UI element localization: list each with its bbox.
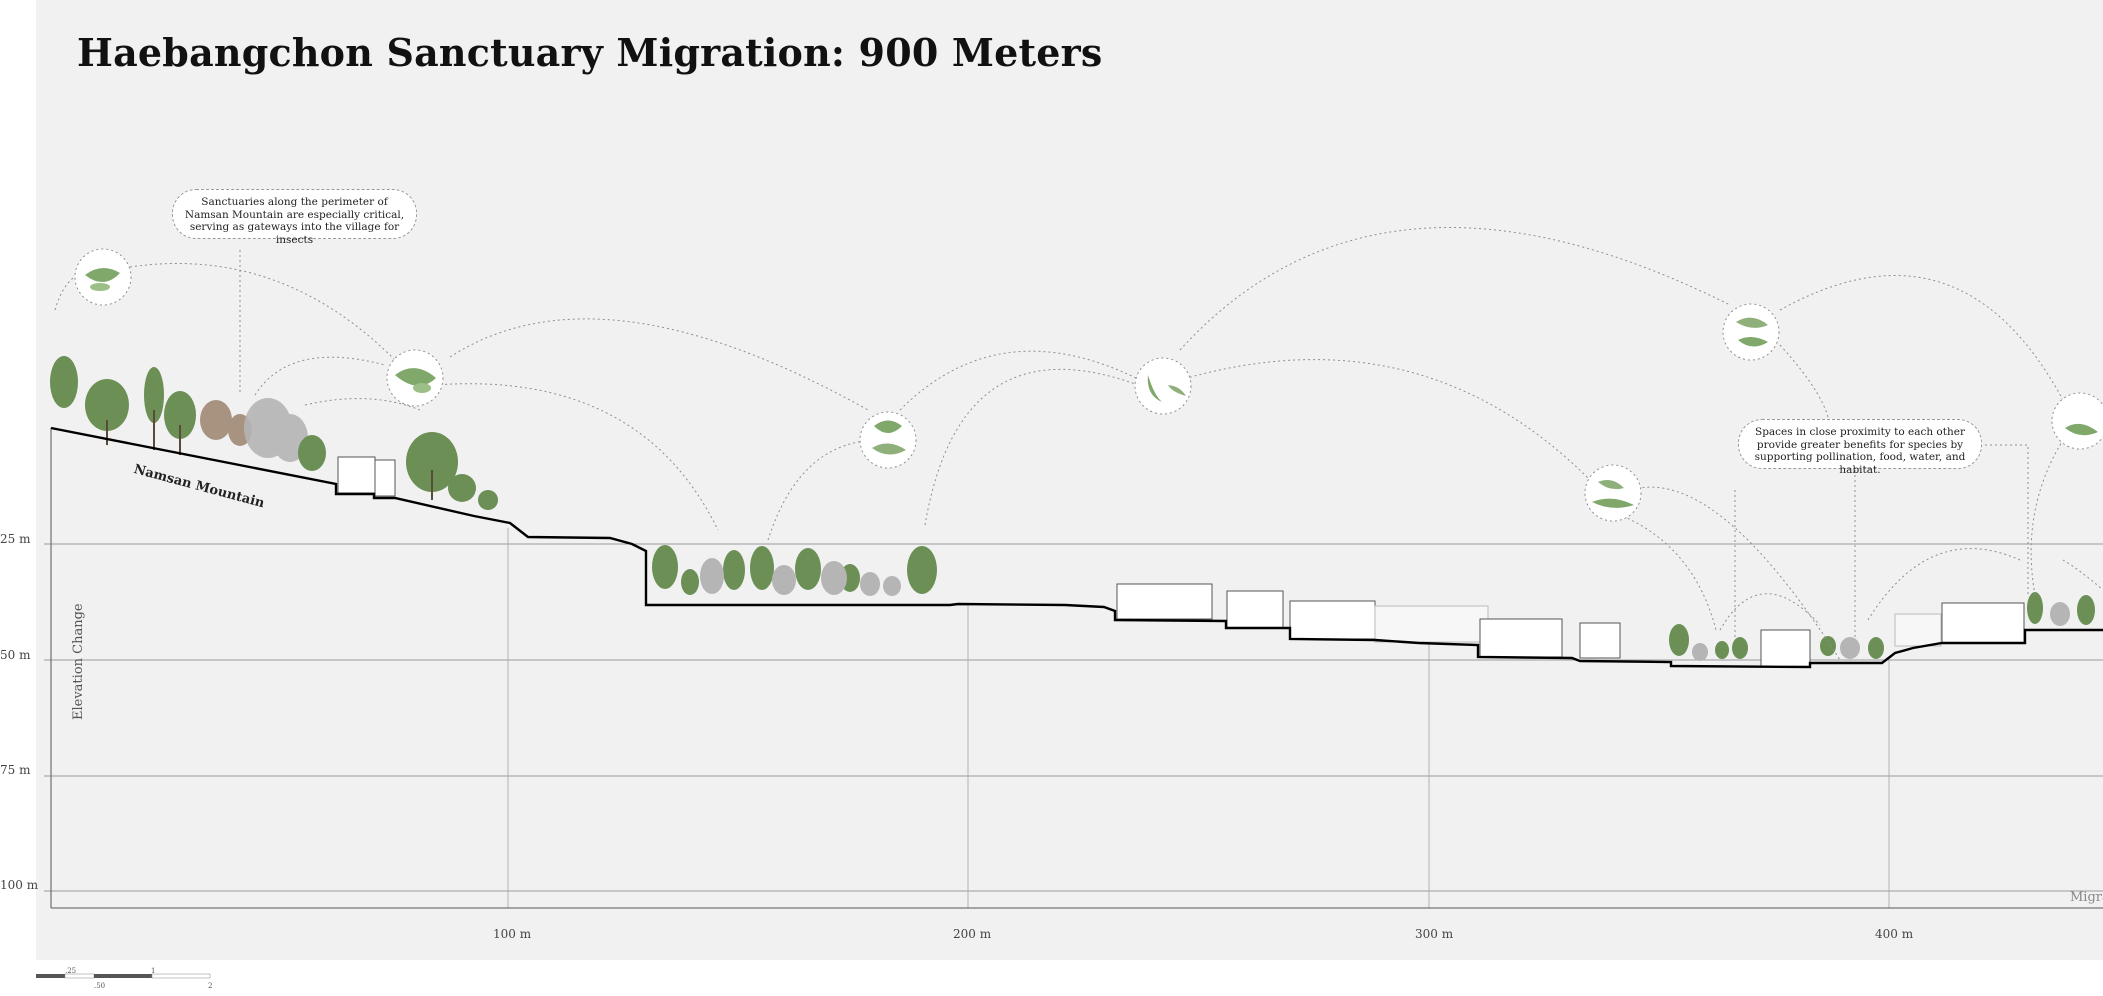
scale-bar: .25 .50 1 2 <box>36 962 216 996</box>
valley-vegetation <box>652 545 937 596</box>
y-tick-100m: 100 m <box>0 878 39 892</box>
x-tick-100m: 100 m <box>493 927 532 941</box>
tree-icon <box>700 558 901 596</box>
elevation-section <box>44 227 2103 909</box>
y-tick-50m: 50 m <box>0 648 31 662</box>
insect-icon <box>859 411 917 469</box>
tree-icon <box>50 356 196 439</box>
axes <box>50 428 2103 909</box>
tree-icon <box>200 400 252 446</box>
migration-arcs <box>54 227 2103 661</box>
insect-icon <box>1722 303 1780 361</box>
insect-icon <box>1134 357 1192 415</box>
building-icon <box>1579 622 1621 659</box>
building-icon <box>374 459 396 497</box>
building-icon <box>1374 605 1489 643</box>
species-bubbles <box>74 248 2103 522</box>
y-tick-75m: 75 m <box>0 763 31 777</box>
east-vegetation <box>1669 592 2095 661</box>
distance-gridlines <box>507 528 1890 908</box>
x-tick-200m: 200 m <box>953 927 992 941</box>
page-title: Haebangchon Sanctuary Migration: 900 Met… <box>77 30 1103 75</box>
tree-icon <box>1669 592 2095 659</box>
scale-label: 1 <box>151 967 156 975</box>
callout-namsan-perimeter: Sanctuaries along the perimeter of Namsa… <box>172 189 417 246</box>
namsan-vegetation <box>50 356 498 510</box>
building-icon <box>1894 613 1942 647</box>
insect-icon <box>74 248 132 306</box>
y-axis-label: Elevation Change <box>71 603 86 720</box>
trunk-lines <box>106 410 433 500</box>
buildings <box>337 456 2025 668</box>
building-icon <box>1116 583 1213 620</box>
x-tick-300m: 300 m <box>1415 927 1454 941</box>
insect-icon <box>386 349 444 407</box>
building-icon <box>1760 629 1811 668</box>
y-tick-25m: 25 m <box>0 532 31 546</box>
insect-icon <box>2051 392 2103 450</box>
scale-label: .50 <box>94 982 106 990</box>
x-tick-400m: 400 m <box>1875 927 1914 941</box>
tree-icon <box>1692 602 2070 661</box>
building-icon <box>1226 590 1284 629</box>
building-icon <box>337 456 376 494</box>
callout-proximity: Spaces in close proximity to each other … <box>1738 419 1982 476</box>
x-axis-end-label: Migra <box>2070 890 2103 905</box>
scale-label: 2 <box>208 982 213 990</box>
building-icon <box>1479 618 1563 658</box>
tree-icon <box>298 432 498 510</box>
building-icon <box>1289 600 1376 640</box>
scale-label: .25 <box>65 967 77 975</box>
elevation-gridlines <box>44 543 2103 892</box>
insect-icon <box>1584 464 1642 522</box>
terrain-line <box>50 426 2103 669</box>
building-icon <box>1941 602 2025 644</box>
